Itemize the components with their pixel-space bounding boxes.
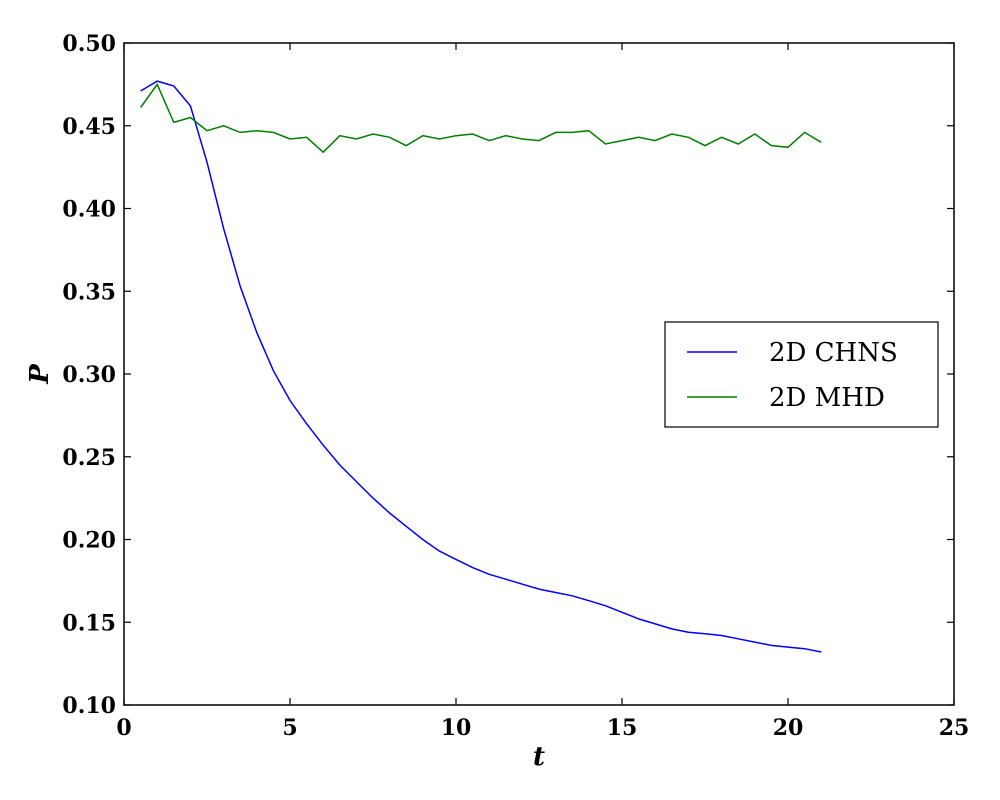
axis-ticks bbox=[123, 42, 955, 706]
series-line-1 bbox=[140, 80, 822, 653]
y-axis-label: P bbox=[25, 363, 55, 385]
x-tick-label: 10 bbox=[441, 715, 472, 741]
y-tick-label: 0.25 bbox=[62, 445, 116, 471]
x-tick-label: 25 bbox=[939, 715, 970, 741]
y-tick-label: 0.15 bbox=[62, 610, 116, 636]
x-tick-label: 0 bbox=[116, 715, 131, 741]
x-axis-label: t bbox=[533, 742, 545, 772]
series-line-2 bbox=[139, 82, 822, 154]
x-tick-label: 5 bbox=[282, 715, 297, 741]
y-tick-label: 0.20 bbox=[62, 528, 116, 554]
legend-label: 2D MHD bbox=[769, 383, 885, 413]
x-tick-label: 15 bbox=[607, 715, 638, 741]
y-tick-label: 0.30 bbox=[62, 362, 116, 388]
y-tick-label: 0.35 bbox=[62, 279, 116, 305]
legend-box bbox=[664, 321, 939, 428]
y-tick-label: 0.10 bbox=[62, 693, 116, 719]
y-tick-label: 0.45 bbox=[62, 114, 116, 140]
series-lines bbox=[139, 80, 822, 653]
y-tick-label: 0.50 bbox=[62, 31, 116, 57]
tick-labels: 0 5 10 15 20 25 0.10 0.15 0.20 0.25 0.30 0.35 0.40 0.… bbox=[62, 31, 969, 741]
y-tick-label: 0.40 bbox=[62, 197, 116, 223]
x-tick-label: 20 bbox=[773, 715, 804, 741]
legend-label: 2D CHNS bbox=[769, 338, 898, 368]
legend: 2D CHNS 2D MHD bbox=[664, 321, 939, 428]
